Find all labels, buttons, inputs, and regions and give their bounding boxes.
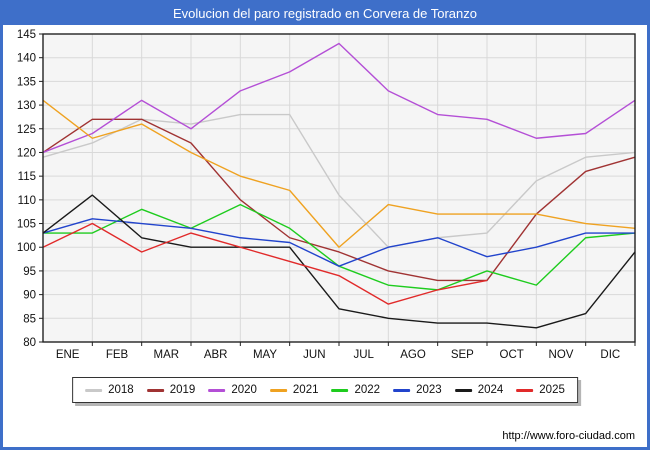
x-tick-label: MAY (253, 349, 277, 361)
legend-color-dash (85, 388, 103, 392)
y-tick-label: 135 (17, 76, 36, 88)
x-tick-label: JUN (303, 349, 325, 361)
x-tick-label: SEP (451, 349, 474, 361)
legend-item-2024: 2024 (454, 384, 504, 396)
legend-color-dash (331, 388, 349, 392)
chart-legend: 2018 2019 2020 2021 2022 2023 2024 2025 (72, 377, 578, 403)
y-tick-label: 145 (17, 29, 36, 41)
plot-border (42, 33, 636, 343)
legend-color-dash (208, 388, 226, 392)
x-tick-label: ENE (56, 349, 80, 361)
y-tick-label: 105 (17, 219, 36, 231)
legend-item-2025: 2025 (516, 384, 565, 396)
x-tick-label: FEB (106, 349, 129, 361)
x-tick-label: JUL (353, 349, 374, 361)
legend-color-dash (454, 388, 472, 392)
legend-item-2022: 2022 (331, 384, 381, 396)
x-tick-label: OCT (500, 349, 524, 361)
legend-item-2018: 2018 (85, 384, 134, 396)
y-tick-label: 100 (17, 242, 36, 254)
y-tick-label: 125 (17, 124, 36, 136)
line-chart-plot: 80 85 90 95 100 105 110 115 120 125 130 135 140 145 EN… (17, 29, 636, 361)
legend-color-dash (516, 388, 534, 392)
legend-label: 2018 (108, 384, 134, 396)
y-tick-label: 120 (17, 147, 36, 159)
legend-label: 2022 (354, 384, 381, 396)
legend-item-2021: 2021 (269, 384, 319, 396)
legend-color-dash (269, 388, 287, 392)
legend-color-dash (146, 388, 164, 392)
footer-url-link[interactable]: http://www.foro-ciudad.com (502, 430, 635, 442)
legend-label: 2019 (169, 384, 196, 396)
y-tick-label: 95 (23, 266, 36, 278)
series-line-2020 (42, 42, 636, 154)
legend-item-2019: 2019 (146, 384, 196, 396)
legend-label: 2020 (231, 384, 257, 396)
legend-label: 2025 (539, 384, 565, 396)
legend-label: 2021 (292, 384, 319, 396)
y-tick-label: 110 (18, 195, 36, 207)
series-line-2021 (42, 99, 636, 248)
y-tick-label: 140 (17, 53, 36, 65)
x-tick-label: DIC (600, 349, 620, 361)
y-tick-label: 85 (23, 313, 36, 325)
x-tick-label: NOV (549, 349, 574, 361)
series-line-2025 (42, 222, 488, 305)
y-tick-label: 130 (17, 100, 36, 112)
legend-item-2020: 2020 (208, 384, 257, 396)
y-tick-label: 80 (23, 337, 36, 349)
chart-title: Evolucion del paro registrado en Corvera… (3, 3, 647, 25)
legend-color-dash (393, 388, 411, 392)
x-tick-label: ABR (204, 349, 228, 361)
series-line-2023 (42, 218, 635, 267)
x-tick-label: AGO (400, 349, 426, 361)
legend-label: 2024 (477, 384, 504, 396)
y-tick-label: 115 (18, 171, 36, 183)
y-tick-label: 90 (23, 290, 36, 302)
x-tick-label: MAR (154, 349, 180, 361)
legend-label: 2023 (416, 384, 442, 396)
series-line-2024 (42, 194, 636, 329)
legend-item-2023: 2023 (393, 384, 442, 396)
